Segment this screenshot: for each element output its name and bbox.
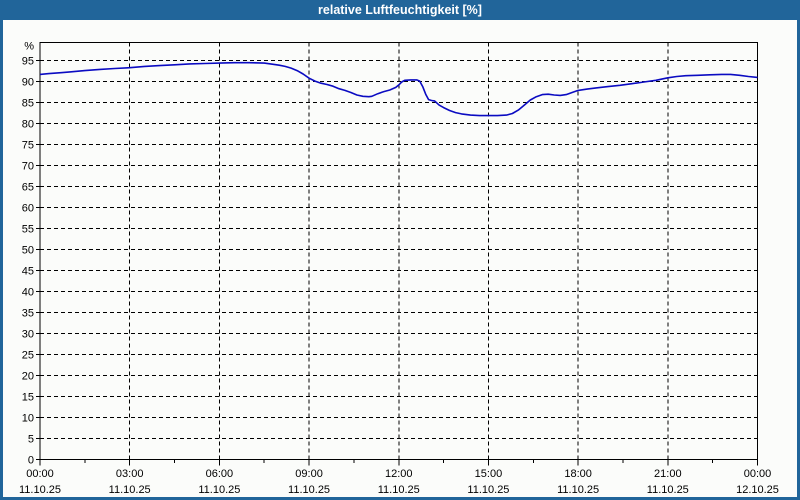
chart-title: relative Luftfeuchtigkeit [%] — [318, 3, 482, 17]
x-tick-date-label: 11.10.25 — [19, 484, 61, 496]
y-tick-label: 50 — [22, 245, 34, 257]
y-tick-label: 15 — [22, 392, 34, 404]
x-tick-date-label: 11.10.25 — [109, 484, 151, 496]
y-axis-unit-label: % — [24, 41, 34, 53]
x-tick-time-label: 18:00 — [564, 468, 592, 480]
y-tick-label: 0 — [28, 455, 34, 467]
y-tick-label: 55 — [22, 224, 34, 236]
y-tick-label: 25 — [22, 350, 34, 362]
x-tick-date-label: 11.10.25 — [647, 484, 689, 496]
x-tick-date-label: 11.10.25 — [557, 484, 599, 496]
x-tick-time-label: 21:00 — [654, 468, 682, 480]
x-tick-date-label: 11.10.25 — [198, 484, 240, 496]
y-tick-label: 30 — [22, 329, 34, 341]
x-tick-time-label: 03:00 — [116, 468, 144, 480]
x-tick-date-label: 11.10.25 — [467, 484, 509, 496]
y-tick-label: 10 — [22, 413, 34, 425]
y-tick-label: 5 — [28, 434, 34, 446]
x-tick-date-label: 11.10.25 — [288, 484, 330, 496]
y-tick-label: 90 — [22, 77, 34, 89]
y-tick-label: 75 — [22, 140, 34, 152]
title-bar: relative Luftfeuchtigkeit [%] — [3, 0, 797, 20]
y-tick-label: 85 — [22, 98, 34, 110]
y-tick-label: 45 — [22, 266, 34, 278]
y-tick-label: 95 — [22, 56, 34, 68]
y-tick-label: 70 — [22, 161, 34, 173]
x-tick-time-label: 00:00 — [26, 468, 54, 480]
y-tick-label: 80 — [22, 119, 34, 131]
humidity-line — [39, 61, 758, 117]
y-tick-label: 20 — [22, 371, 34, 383]
x-tick-time-label: 00:00 — [744, 468, 772, 480]
x-tick-time-label: 06:00 — [206, 468, 234, 480]
y-tick-label: 40 — [22, 287, 34, 299]
x-tick-time-label: 15:00 — [475, 468, 503, 480]
y-tick-label: 65 — [22, 182, 34, 194]
x-tick-date-label: 11.10.25 — [378, 484, 420, 496]
y-tick-label: 35 — [22, 308, 34, 320]
x-tick-time-label: 12:00 — [385, 468, 413, 480]
x-tick-time-label: 09:00 — [295, 468, 323, 480]
y-tick-label: 60 — [22, 203, 34, 215]
x-tick-date-label: 12.10.25 — [736, 484, 779, 496]
